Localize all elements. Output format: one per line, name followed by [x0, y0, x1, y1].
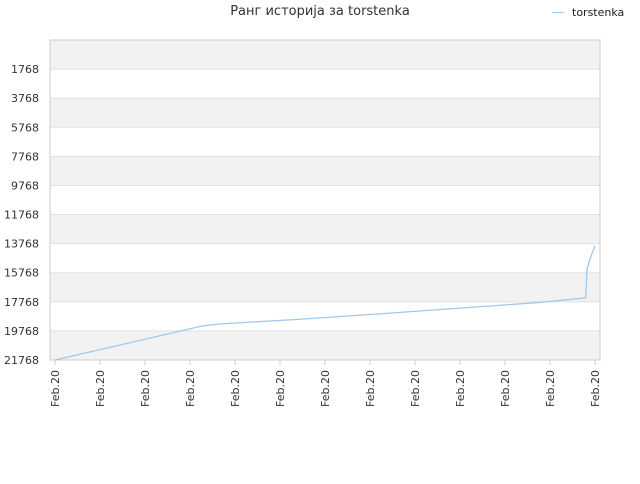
- y-tick-label: 15768: [4, 267, 39, 280]
- grid-band: [50, 243, 600, 273]
- grid-band: [50, 301, 600, 331]
- y-tick-label: 1768: [11, 63, 39, 76]
- x-tick-label: Feb.20: [229, 370, 242, 407]
- grid-band: [50, 156, 600, 186]
- y-tick-label: 21768: [4, 354, 39, 367]
- y-tick-label: 19768: [4, 325, 39, 338]
- x-tick-label: Feb.20: [274, 370, 287, 407]
- y-tick-label: 3768: [11, 92, 39, 105]
- y-tick-label: 17768: [4, 296, 39, 309]
- x-tick-label: Feb.20: [49, 370, 62, 407]
- legend-label: torstenka: [572, 6, 625, 19]
- grid-band: [50, 330, 600, 360]
- x-tick-label: Feb.20: [454, 370, 467, 407]
- x-tick-label: Feb.20: [409, 370, 422, 407]
- y-tick-label: 9768: [11, 179, 39, 192]
- grid-band: [50, 69, 600, 99]
- legend[interactable]: torstenka: [552, 6, 624, 19]
- grid-band: [50, 40, 600, 70]
- x-tick-label: Feb.20: [319, 370, 332, 407]
- grid-band: [50, 98, 600, 128]
- grid-band: [50, 272, 600, 302]
- series-line: [54, 245, 596, 361]
- x-tick-label: Feb.20: [589, 370, 602, 407]
- x-tick-label: Feb.20: [544, 370, 557, 407]
- legend-swatch: [552, 12, 564, 13]
- x-tick-label: Feb.20: [184, 370, 197, 407]
- x-tick-label: Feb.20: [94, 370, 107, 407]
- y-tick-label: 11768: [4, 209, 39, 222]
- y-tick-label: 5768: [11, 121, 39, 134]
- y-tick-label: 13768: [4, 238, 39, 251]
- y-tick-label: 7768: [11, 150, 39, 163]
- grid-band: [50, 214, 600, 244]
- grid-band: [50, 127, 600, 157]
- x-tick-label: Feb.20: [139, 370, 152, 407]
- x-tick-label: Feb.20: [499, 370, 512, 407]
- x-tick-label: Feb.20: [364, 370, 377, 407]
- chart-title: Ранг историја за torstenka: [230, 4, 410, 19]
- grid-band: [50, 185, 600, 215]
